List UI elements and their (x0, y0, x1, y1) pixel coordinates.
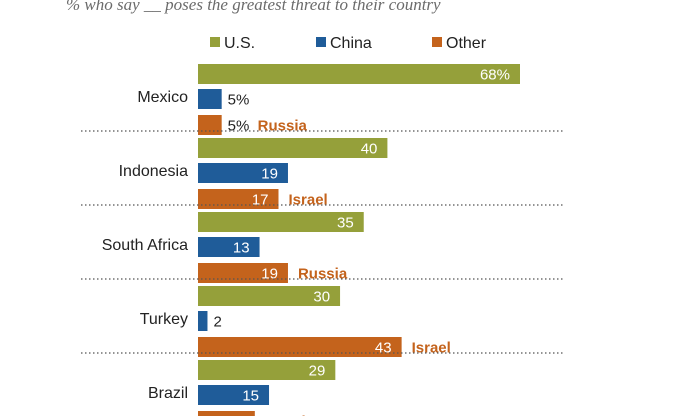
bar-south-africa-china (198, 237, 260, 257)
legend-swatch-us (210, 37, 220, 47)
bar-turkey-other (198, 337, 402, 357)
legend-swatch-other (432, 37, 442, 47)
bar-south-africa-us (198, 212, 364, 232)
value-label-turkey-other: 43 (375, 340, 392, 357)
bar-brazil-other (198, 411, 255, 416)
bar-turkey-china (198, 311, 208, 331)
value-label-turkey-china: 2 (213, 314, 221, 331)
value-label-south-africa-other: 19 (261, 266, 278, 283)
other-country-label-brazil: Russia (265, 414, 315, 416)
value-label-indonesia-china: 19 (261, 166, 278, 183)
category-label-south-africa: South Africa (102, 237, 188, 254)
bar-brazil-china (198, 385, 270, 405)
bar-mexico-us (198, 64, 520, 84)
category-label-indonesia: Indonesia (119, 163, 188, 180)
value-label-brazil-other: 12 (228, 414, 245, 416)
value-label-mexico-us: 68% (480, 67, 510, 84)
value-label-mexico-china: 5% (228, 92, 250, 109)
value-label-turkey-us: 30 (313, 289, 330, 306)
other-country-label-mexico: Russia (258, 118, 308, 135)
other-country-label-south-africa: Russia (298, 266, 348, 283)
category-label-mexico: Mexico (137, 89, 188, 106)
legend-label-china: China (330, 35, 372, 52)
value-label-brazil-us: 29 (309, 363, 326, 380)
bar-mexico-china (198, 89, 222, 109)
other-country-label-turkey: Israel (412, 340, 451, 357)
legend-label-other: Other (446, 35, 487, 52)
bar-mexico-other (198, 115, 222, 135)
bar-indonesia-us (198, 138, 388, 158)
bar-indonesia-china (198, 163, 288, 183)
value-label-indonesia-us: 40 (361, 141, 378, 158)
chart-subtitle: % who say __ poses the greatest threat t… (66, 0, 441, 14)
legend-label-us: U.S. (224, 35, 255, 52)
category-label-brazil: Brazil (148, 385, 188, 402)
value-label-indonesia-other: 17 (252, 192, 269, 209)
bar-turkey-us (198, 286, 341, 306)
value-label-mexico-other: 5% (228, 118, 250, 135)
bar-brazil-us (198, 360, 336, 380)
value-label-brazil-china: 15 (242, 388, 259, 405)
value-label-south-africa-china: 13 (233, 240, 250, 257)
value-label-south-africa-us: 35 (337, 215, 354, 232)
legend-swatch-china (316, 37, 326, 47)
other-country-label-indonesia: Israel (289, 192, 328, 209)
bar-indonesia-other (198, 189, 279, 209)
category-label-turkey: Turkey (140, 311, 188, 328)
bar-south-africa-other (198, 263, 288, 283)
